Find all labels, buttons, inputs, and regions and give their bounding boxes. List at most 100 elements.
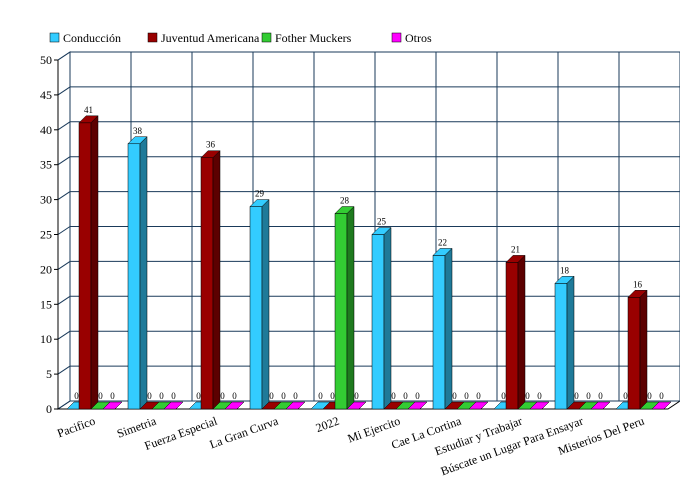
bar <box>468 401 489 410</box>
value-label: 21 <box>511 244 520 254</box>
value-label: 18 <box>560 265 570 275</box>
grid-line-side <box>57 86 71 96</box>
bar-side <box>236 401 245 410</box>
value-label: 0 <box>74 391 79 401</box>
bar-side <box>602 401 611 410</box>
value-label: 25 <box>377 217 387 227</box>
bar-front <box>78 122 92 410</box>
bar-side <box>139 136 148 410</box>
bar <box>432 247 453 410</box>
value-label: 0 <box>318 391 323 401</box>
bar <box>627 289 648 410</box>
bar-front <box>200 157 214 410</box>
legend-swatch <box>147 32 158 43</box>
y-tick-label: 40 <box>40 123 52 137</box>
value-label: 0 <box>196 391 201 401</box>
value-label: 0 <box>586 391 591 401</box>
legend-label: Conducción <box>63 31 121 45</box>
bar-side <box>114 401 123 410</box>
grid-line-side <box>57 121 71 131</box>
value-label: 0 <box>659 391 664 401</box>
bar-side <box>175 401 184 410</box>
value-label: 0 <box>574 391 579 401</box>
value-label: 0 <box>293 391 298 401</box>
bar <box>200 150 221 410</box>
value-label: 0 <box>171 391 176 401</box>
value-label: 0 <box>98 391 103 401</box>
value-label: 0 <box>476 391 481 401</box>
x-tick-label: La Gran Curva <box>208 413 281 451</box>
bar-front <box>334 213 348 410</box>
legend-swatch <box>391 32 402 43</box>
value-label: 0 <box>159 391 164 401</box>
grid-line-side <box>57 365 71 375</box>
value-label: 0 <box>647 391 652 401</box>
bar <box>249 198 270 410</box>
bar-side <box>90 115 99 410</box>
bar-side <box>566 275 575 410</box>
y-tick-label: 30 <box>40 193 52 207</box>
bar <box>371 226 392 410</box>
bar-front <box>127 143 141 410</box>
bar-side <box>383 226 392 410</box>
value-label: 0 <box>281 391 286 401</box>
x-tick-label: 2022 <box>314 414 341 435</box>
bar-front <box>505 262 519 410</box>
value-label: 0 <box>464 391 469 401</box>
bar-side <box>663 401 672 410</box>
grid-line-side <box>57 295 71 305</box>
value-label: 0 <box>452 391 457 401</box>
y-tick-label: 45 <box>40 88 52 102</box>
x-tick-label: Pacifico <box>55 414 97 441</box>
legend-swatch <box>261 32 272 43</box>
bar-front <box>432 255 446 410</box>
value-label: 38 <box>133 126 143 136</box>
grid-line-side <box>57 51 71 61</box>
bar <box>590 401 611 410</box>
value-label: 29 <box>255 189 265 199</box>
bar <box>127 136 148 410</box>
bar-side <box>444 247 453 410</box>
value-label: 0 <box>525 391 530 401</box>
value-label: 0 <box>598 391 603 401</box>
grid-line-side <box>57 400 71 410</box>
y-tick-label: 5 <box>46 367 52 381</box>
value-label: 0 <box>623 391 628 401</box>
y-tick-label: 20 <box>40 262 52 276</box>
bar-side <box>297 401 306 410</box>
value-label: 0 <box>415 391 420 401</box>
bar-side <box>358 401 367 410</box>
bar-side <box>639 289 648 410</box>
bar-side <box>346 205 355 410</box>
value-label: 0 <box>537 391 542 401</box>
bar-front <box>554 283 568 410</box>
value-label: 0 <box>403 391 408 401</box>
bar <box>346 401 367 410</box>
legend-label: Otros <box>405 31 432 45</box>
grid-line-side <box>57 226 71 235</box>
bar-side <box>261 198 270 410</box>
bar-front <box>249 206 263 410</box>
bar <box>102 401 123 410</box>
value-label: 41 <box>84 105 93 115</box>
bar-side <box>419 401 428 410</box>
grid-line-side <box>57 156 71 166</box>
grid-line-side <box>57 191 71 201</box>
bar-front <box>371 234 385 410</box>
bar <box>285 401 306 410</box>
value-label: 0 <box>232 391 237 401</box>
bar <box>78 115 99 410</box>
value-label: 0 <box>391 391 396 401</box>
bar-front <box>627 297 641 410</box>
value-label: 0 <box>330 391 335 401</box>
y-tick-label: 15 <box>40 297 52 311</box>
grid-line-side <box>57 260 71 270</box>
bar <box>529 401 550 410</box>
value-label: 0 <box>354 391 359 401</box>
bar <box>505 254 526 410</box>
legend-label: Fother Muckers <box>275 31 352 45</box>
bar-side <box>517 254 526 410</box>
bar-side <box>541 401 550 410</box>
bar <box>554 275 575 410</box>
